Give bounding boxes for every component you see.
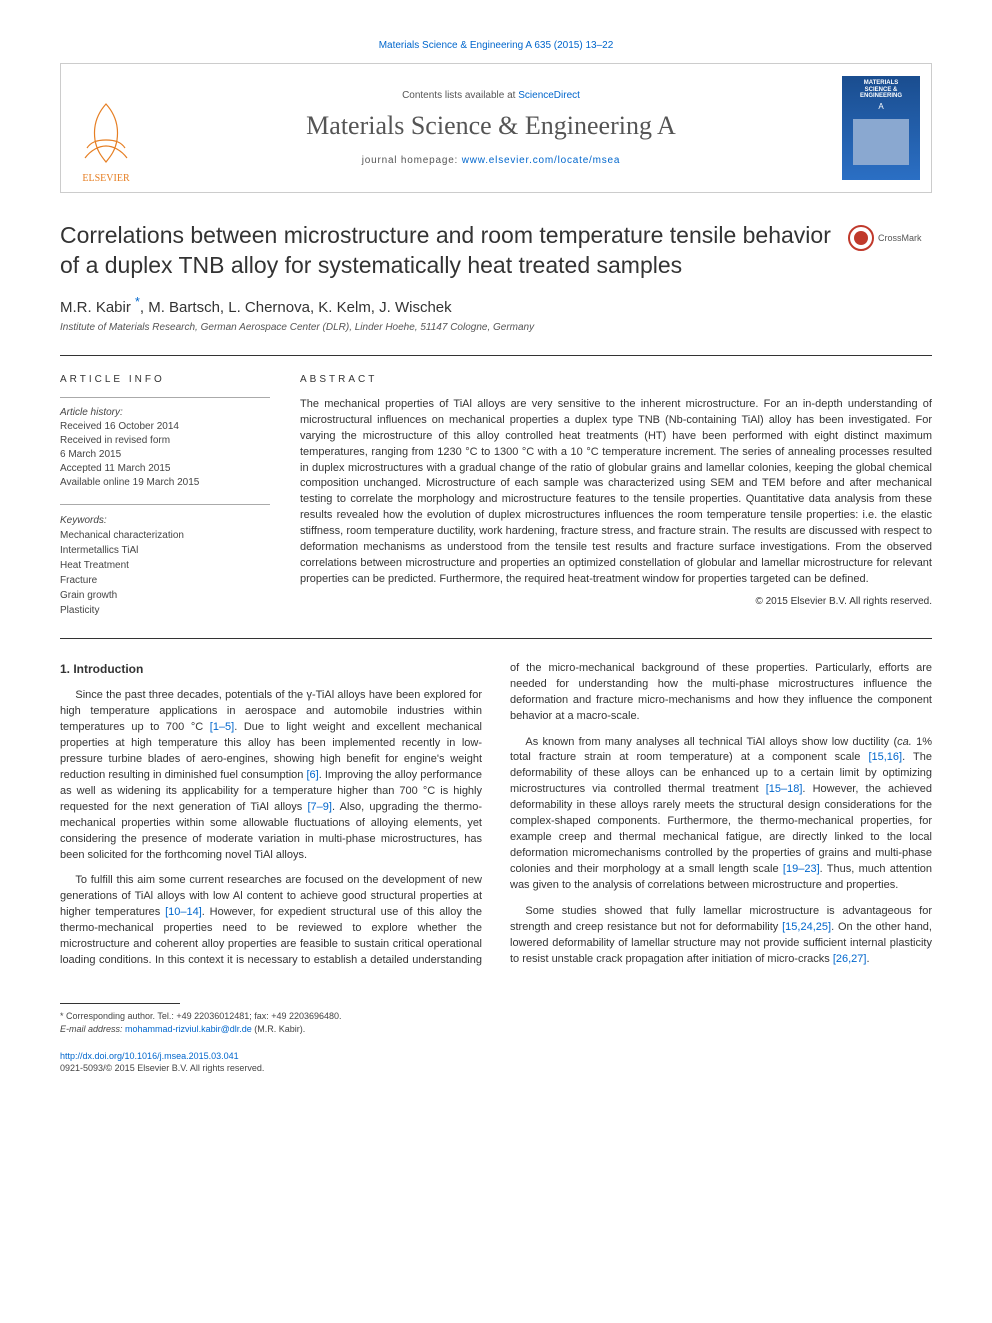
keywords-block: Keywords: Mechanical characterization In… — [60, 504, 270, 618]
crossmark-icon — [848, 225, 874, 251]
keyword: Heat Treatment — [60, 558, 270, 573]
keyword: Intermetallics TiAl — [60, 543, 270, 558]
keyword: Grain growth — [60, 588, 270, 603]
svg-text:ELSEVIER: ELSEVIER — [82, 173, 130, 184]
cover-image-placeholder — [853, 119, 909, 165]
journal-cover-thumb: MATERIALS SCIENCE & ENGINEERING A — [842, 76, 920, 180]
cover-sub: A — [878, 102, 883, 111]
elsevier-logo: ELSEVIER — [67, 96, 145, 186]
author-list: M.R. Kabir *, M. Bartsch, L. Chernova, K… — [60, 295, 932, 316]
abstract-copyright: © 2015 Elsevier B.V. All rights reserved… — [300, 596, 932, 607]
homepage-line: journal homepage: www.elsevier.com/locat… — [362, 155, 621, 166]
history-line: Received in revised form — [60, 434, 270, 448]
cover-thumb-area: MATERIALS SCIENCE & ENGINEERING A — [831, 64, 931, 192]
footer-area: * Corresponding author. Tel.: +49 220360… — [60, 1003, 932, 1074]
corresponding-note: * Corresponding author. Tel.: +49 220360… — [60, 1010, 932, 1023]
history-label: Article history: — [60, 406, 270, 420]
sciencedirect-link[interactable]: ScienceDirect — [518, 90, 580, 101]
abstract-block: ABSTRACT The mechanical properties of Ti… — [300, 374, 932, 618]
issn-line: 0921-5093/© 2015 Elsevier B.V. All right… — [60, 1062, 932, 1075]
paragraph: Some studies showed that fully lamellar … — [510, 904, 932, 968]
article-title: Correlations between microstructure and … — [60, 221, 832, 281]
section-heading: 1. Introduction — [60, 661, 482, 678]
masthead-center: Contents lists available at ScienceDirec… — [151, 64, 831, 192]
cover-line2: SCIENCE & — [865, 87, 898, 93]
email-label: E-mail address: — [60, 1024, 123, 1034]
cover-line1: MATERIALS — [864, 80, 899, 86]
affiliation: Institute of Materials Research, German … — [60, 322, 932, 333]
header-citation: Materials Science & Engineering A 635 (2… — [60, 40, 932, 51]
abstract-heading: ABSTRACT — [300, 374, 932, 385]
contents-prefix: Contents lists available at — [402, 90, 518, 101]
header-citation-link[interactable]: Materials Science & Engineering A 635 (2… — [379, 40, 614, 51]
crossmark-badge[interactable]: CrossMark — [848, 221, 932, 255]
email-link[interactable]: mohammad-rizviul.kabir@dlr.de — [125, 1024, 252, 1034]
history-line: Available online 19 March 2015 — [60, 476, 270, 490]
body-columns: 1. Introduction Since the past three dec… — [60, 661, 932, 974]
paragraph: As known from many analyses all technica… — [510, 735, 932, 894]
history-line: Received 16 October 2014 — [60, 420, 270, 434]
paragraph: Since the past three decades, potentials… — [60, 688, 482, 863]
homepage-link[interactable]: www.elsevier.com/locate/msea — [462, 155, 621, 166]
abstract-text: The mechanical properties of TiAl alloys… — [300, 397, 932, 588]
email-line: E-mail address: mohammad-rizviul.kabir@d… — [60, 1023, 932, 1036]
keyword: Plasticity — [60, 603, 270, 618]
footnote-rule — [60, 1003, 180, 1004]
history-line: 6 March 2015 — [60, 448, 270, 462]
contents-line: Contents lists available at ScienceDirec… — [402, 90, 580, 101]
doi-line: http://dx.doi.org/10.1016/j.msea.2015.03… — [60, 1050, 932, 1063]
history-line: Accepted 11 March 2015 — [60, 462, 270, 476]
masthead: ELSEVIER Contents lists available at Sci… — [60, 63, 932, 193]
email-suffix: (M.R. Kabir). — [254, 1024, 305, 1034]
article-info-heading: ARTICLE INFO — [60, 374, 270, 385]
publisher-logo-area: ELSEVIER — [61, 64, 151, 192]
crossmark-label: CrossMark — [878, 233, 922, 243]
article-info-block: ARTICLE INFO Article history: Received 1… — [60, 374, 270, 618]
history-block: Article history: Received 16 October 201… — [60, 397, 270, 490]
journal-name: Materials Science & Engineering A — [306, 111, 676, 141]
doi-link[interactable]: http://dx.doi.org/10.1016/j.msea.2015.03… — [60, 1051, 239, 1061]
keywords-label: Keywords: — [60, 513, 270, 528]
homepage-prefix: journal homepage: — [362, 155, 462, 166]
keyword: Mechanical characterization — [60, 528, 270, 543]
cover-line3: ENGINEERING — [860, 93, 902, 99]
keyword: Fracture — [60, 573, 270, 588]
